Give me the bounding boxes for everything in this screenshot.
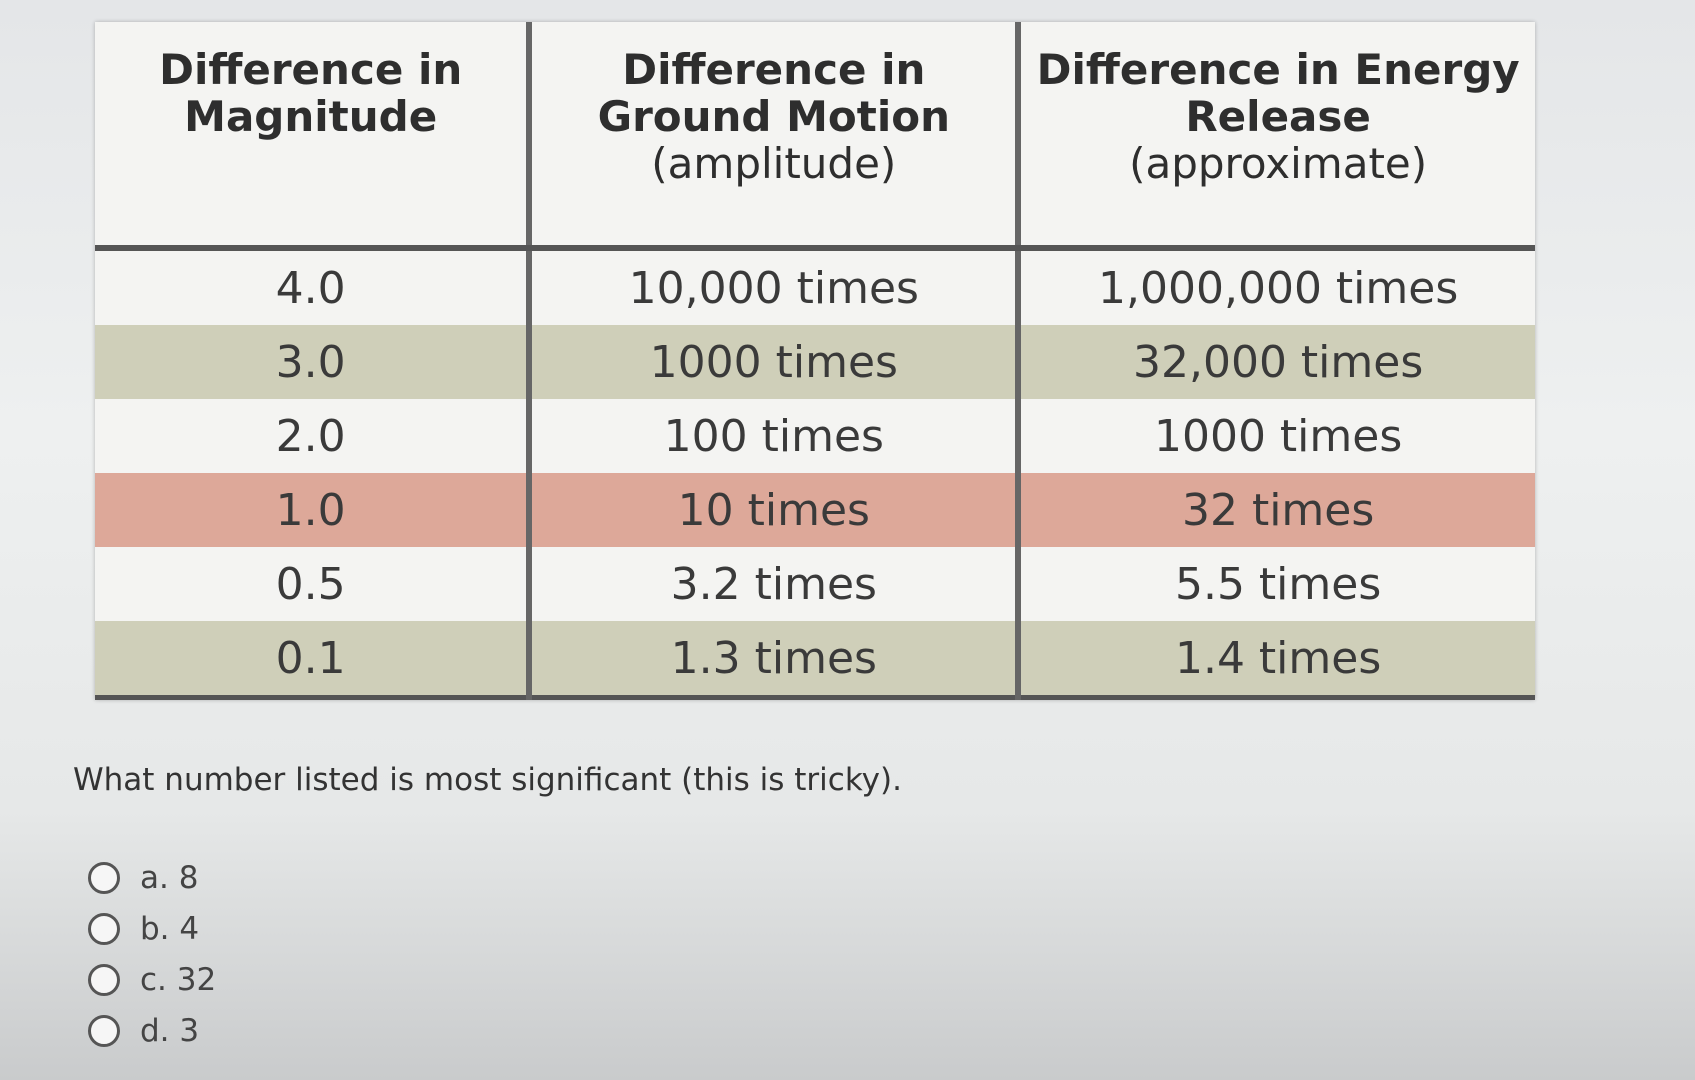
table-cell: 3.2 times bbox=[529, 547, 1022, 621]
table-cell: 5.5 times bbox=[1174, 558, 1382, 610]
table-cell: 10,000 times bbox=[529, 248, 1022, 325]
table-cell: 1,000,000 times bbox=[1098, 262, 1459, 314]
options: a. 8 b. 4 c. 32 d. 3 bbox=[88, 852, 216, 1056]
header-row: Difference in Magnitude Difference in Gro… bbox=[95, 22, 1535, 251]
option[interactable]: c. 32 bbox=[88, 954, 216, 1005]
header-title: Difference in Energy Release bbox=[1036, 45, 1520, 142]
magnitude-table: Difference in Magnitude Difference in Gro… bbox=[95, 22, 1535, 700]
radio-button[interactable] bbox=[88, 912, 120, 945]
header-subtitle: (approximate) bbox=[1129, 139, 1428, 189]
table-cell: 100 times bbox=[529, 399, 1022, 473]
table-cell: 1.0 bbox=[95, 473, 533, 547]
table-cell: 3.0 bbox=[95, 325, 533, 399]
radio-button[interactable] bbox=[88, 963, 120, 996]
table-cell: 2.0 bbox=[95, 399, 533, 473]
table-row: 2.0 100 times 1000 times bbox=[95, 399, 1535, 473]
radio-button[interactable] bbox=[88, 861, 120, 894]
table-cell: 32,000 times bbox=[1018, 325, 1535, 399]
table-cell: 4.0 bbox=[95, 248, 533, 325]
option[interactable]: d. 3 bbox=[88, 1005, 216, 1056]
table-cell: 10 times bbox=[529, 473, 1022, 547]
table-row: 1.0 10 times 32 times bbox=[95, 473, 1535, 547]
option-label[interactable]: c. 32 bbox=[140, 961, 217, 998]
option-label[interactable]: d. 3 bbox=[140, 1012, 200, 1049]
column-header: Difference in Energy Release (approximate… bbox=[1018, 22, 1535, 251]
radio-button[interactable] bbox=[88, 1014, 120, 1047]
table-cell: 0.5 bbox=[95, 547, 533, 621]
table-cell: 1000 times bbox=[1153, 410, 1403, 462]
table-cell: 0.1 bbox=[95, 621, 533, 700]
table-row: 0.5 3.2 times 5.5 times bbox=[95, 547, 1535, 621]
option-label[interactable]: a. 8 bbox=[140, 859, 199, 896]
table-body: 4.0 10,000 times 1,000,000 times 3.0 1000 ti… bbox=[95, 248, 1535, 700]
header-title: Difference in Ground Motion bbox=[597, 45, 950, 142]
table-cell: 32 times bbox=[1018, 473, 1535, 547]
table-row: 4.0 10,000 times 1,000,000 times bbox=[95, 248, 1535, 325]
table-cell: 1000 times bbox=[529, 325, 1022, 399]
option[interactable]: b. 4 bbox=[88, 903, 216, 954]
header-subtitle: (amplitude) bbox=[651, 139, 897, 189]
column-header: Difference in Ground Motion (amplitude) bbox=[529, 22, 1022, 251]
table-row: 3.0 1000 times 32,000 times bbox=[95, 325, 1535, 399]
table-cell: 1.4 times bbox=[1018, 621, 1535, 700]
table-cell: 1.3 times bbox=[529, 621, 1022, 700]
table-row: 0.1 1.3 times 1.4 times bbox=[95, 621, 1535, 700]
column-header: Difference in Magnitude bbox=[95, 22, 533, 251]
question-text: What number listed is most significant (… bbox=[73, 762, 902, 798]
option[interactable]: a. 8 bbox=[88, 852, 216, 903]
option-label[interactable]: b. 4 bbox=[140, 910, 200, 947]
header-title: Difference in Magnitude bbox=[159, 45, 463, 142]
